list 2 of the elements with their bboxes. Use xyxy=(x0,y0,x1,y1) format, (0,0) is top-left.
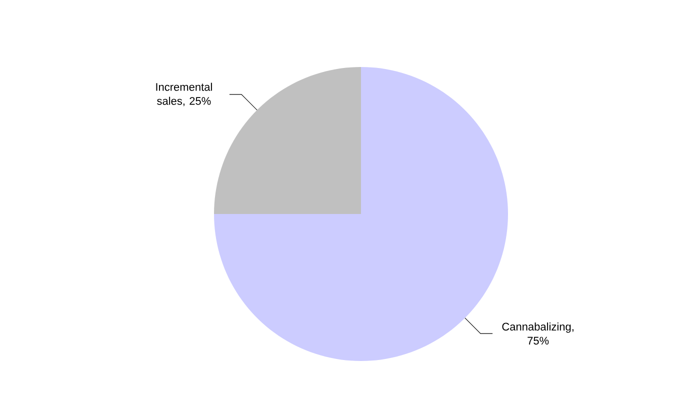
data-label: Incremental sales, 25% xyxy=(156,82,212,106)
data-label: Cannabalizing, 75% xyxy=(502,322,574,345)
